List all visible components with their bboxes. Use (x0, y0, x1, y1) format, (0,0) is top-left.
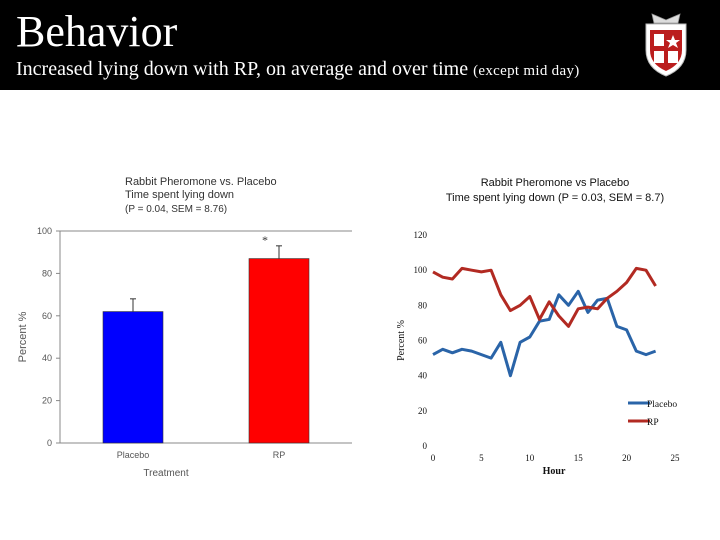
bar-y-tick-label: 20 (42, 396, 52, 406)
subtitle-main: Increased lying down with RP, on average… (16, 58, 469, 80)
bar-category-label: RP (273, 450, 286, 460)
bar-y-tick-label: 0 (47, 438, 52, 448)
line-x-tick-label: 20 (622, 453, 632, 463)
bar-chart-stats: (P = 0.04, SEM = 8.76) (125, 204, 227, 215)
bar-y-tick-label: 100 (37, 226, 52, 236)
bar-y-tick-label: 60 (42, 311, 52, 321)
bar-y-tick-label: 40 (42, 353, 52, 363)
line-y-tick-label: 60 (418, 336, 428, 346)
line-x-tick-label: 25 (671, 453, 681, 463)
line-chart-title-line2: Time spent lying down (P = 0.03, SEM = 8… (446, 192, 664, 204)
line-y-tick-label: 120 (414, 230, 428, 240)
line-x-axis-label: Hour (543, 466, 566, 477)
line-chart: Rabbit Pheromone vs Placebo Time spent l… (396, 177, 681, 477)
line-y-tick-label: 0 (423, 441, 428, 451)
line-y-axis-label: Percent % (396, 320, 407, 361)
bar-y-axis-label: Percent % (17, 311, 29, 362)
bar-x-axis-label: Treatment (143, 468, 188, 479)
bar-chart: Rabbit Pheromone vs. Placebo Time spent … (17, 176, 352, 479)
title-banner (0, 0, 720, 90)
bar (102, 311, 164, 444)
line-chart-title-line1: Rabbit Pheromone vs Placebo (481, 177, 630, 189)
university-crest-icon (645, 13, 687, 77)
slide-subtitle: Increased lying down with RP, on average… (16, 58, 580, 81)
line-x-tick-label: 5 (479, 453, 484, 463)
bar-category-label: Placebo (117, 450, 150, 460)
line-x-tick-label: 0 (431, 453, 436, 463)
bar-y-tick-label: 80 (42, 268, 52, 278)
series-line-placebo (432, 289, 657, 378)
legend-label: RP (647, 418, 659, 428)
significance-marker: * (262, 233, 268, 247)
series-line-rp (432, 266, 657, 328)
legend-label: Placebo (647, 400, 677, 410)
line-y-tick-label: 20 (418, 406, 428, 416)
line-y-tick-label: 100 (414, 265, 428, 275)
subtitle-note: (except mid day) (473, 63, 580, 79)
bar (248, 258, 310, 444)
line-x-tick-label: 15 (574, 453, 584, 463)
bar-chart-title-line1: Rabbit Pheromone vs. Placebo (125, 176, 277, 188)
line-x-tick-label: 10 (525, 453, 535, 463)
bar-chart-title-line2: Time spent lying down (125, 189, 234, 201)
slide-title: Behavior (16, 7, 178, 56)
line-y-tick-label: 80 (418, 300, 428, 310)
line-y-tick-label: 40 (418, 371, 428, 381)
